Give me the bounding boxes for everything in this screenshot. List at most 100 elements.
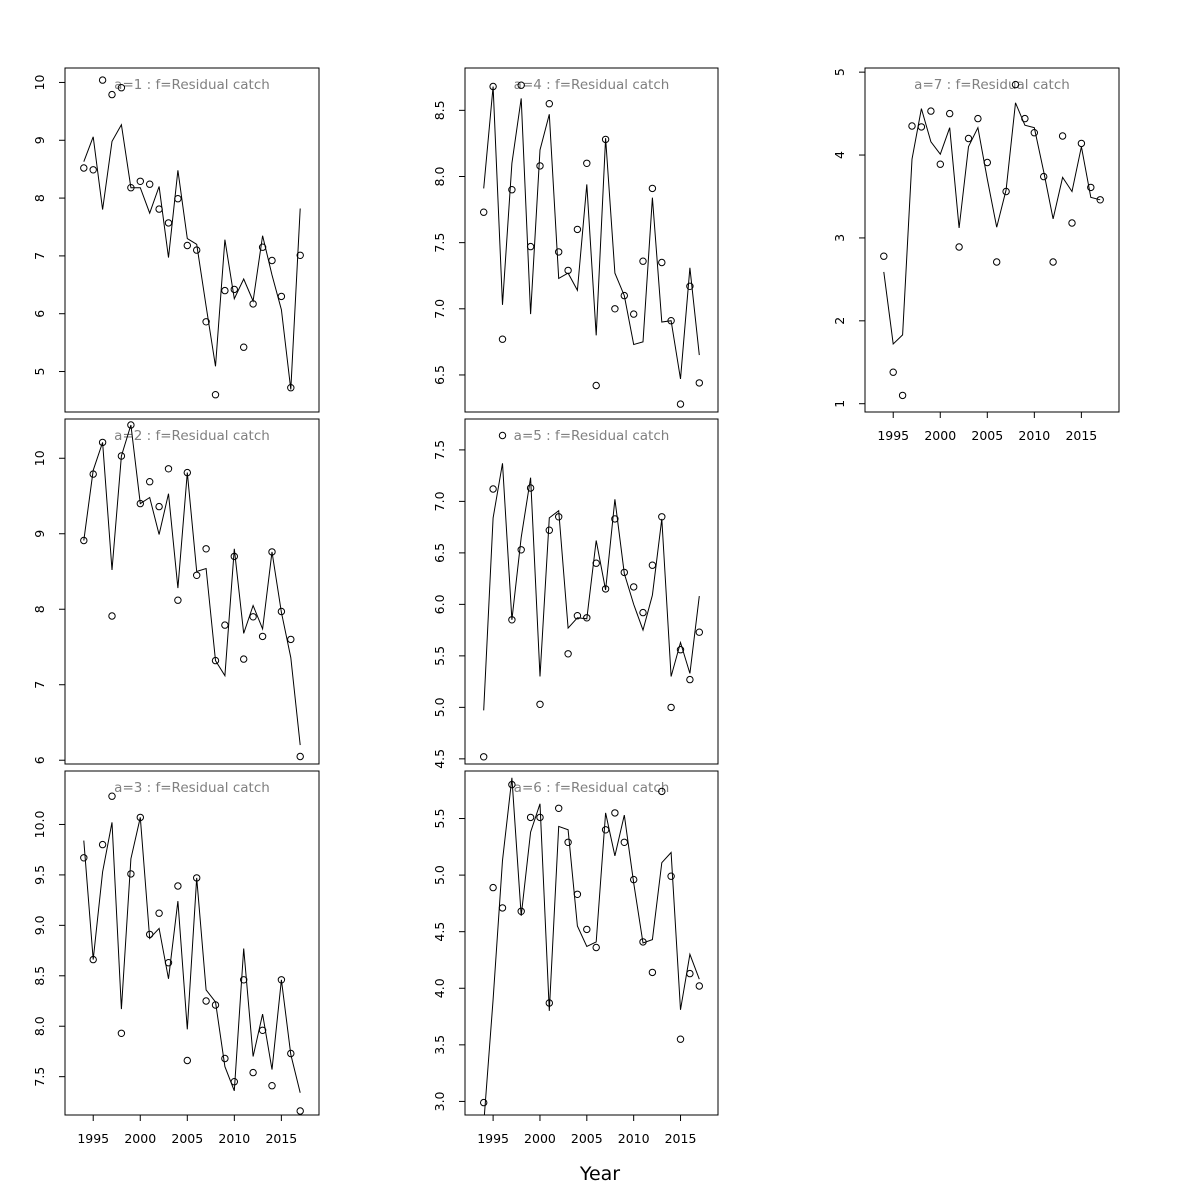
observed-point <box>164 959 173 967</box>
fitted-line <box>483 777 700 1115</box>
y-tick-label: 6 <box>32 310 47 318</box>
observed-point <box>240 655 248 663</box>
y-tick-label: 8.5 <box>432 100 447 120</box>
observed-point <box>526 484 535 492</box>
observed-point <box>658 787 666 796</box>
observed-point <box>667 703 675 712</box>
observed-point <box>676 400 685 408</box>
x-tick-label: 2000 <box>524 1131 556 1146</box>
observed-point <box>117 84 126 92</box>
y-tick-label: 10.0 <box>32 811 47 839</box>
observed-point <box>480 1098 488 1107</box>
x-tick-label: 2015 <box>265 1131 297 1146</box>
observed-point <box>564 266 572 275</box>
observed-point <box>1040 172 1048 181</box>
observed-point <box>287 635 295 644</box>
observed-point <box>98 76 107 84</box>
observed-point <box>1030 129 1039 137</box>
observed-point <box>667 317 675 325</box>
observed-point <box>545 999 553 1007</box>
y-tick-label: 3.0 <box>432 1091 447 1111</box>
observed-point <box>583 925 591 934</box>
observed-point <box>630 875 638 884</box>
y-tick-label: 5.0 <box>432 865 447 885</box>
observed-point <box>1077 139 1086 148</box>
y-tick-label: 5.5 <box>432 646 447 666</box>
y-tick-label: 10 <box>32 450 47 466</box>
x-axis-label: Year <box>579 1163 620 1185</box>
x-tick-label: 1995 <box>77 1131 109 1146</box>
observed-point <box>277 607 286 616</box>
observed-point <box>611 809 619 817</box>
observed-point <box>686 969 694 978</box>
observed-point <box>98 840 107 849</box>
panel-6: a=6 : f=Residual catch 3.0 3.5 4.0 4.5 5.0 5.5… <box>432 770 719 1146</box>
y-tick-label: 6.0 <box>432 594 447 614</box>
observed-point <box>620 838 628 846</box>
observed-point <box>555 248 563 256</box>
observed-point <box>630 310 638 318</box>
observed-point <box>630 583 638 591</box>
observed-point <box>230 1078 239 1086</box>
observed-point <box>946 109 954 118</box>
observed-point <box>658 513 666 521</box>
observed-point <box>927 107 935 115</box>
panel-title: a=5 : f=Residual catch <box>514 428 670 444</box>
observed-point <box>258 243 267 251</box>
observed-point <box>1011 80 1020 89</box>
y-tick-label: 4.5 <box>432 922 447 942</box>
panel-5: a=5 : f=Residual catch 4.5 5.0 5.5 6.0 6.5 7.0… <box>432 418 719 769</box>
observed-point <box>498 335 507 343</box>
observed-point <box>1021 114 1029 123</box>
observed-point <box>498 431 507 440</box>
observed-point <box>202 997 210 1005</box>
observed-point <box>1002 187 1010 196</box>
plot-frame <box>464 418 719 765</box>
observed-point <box>287 1049 295 1058</box>
panel-title: a=6 : f=Residual catch <box>514 780 670 796</box>
observed-point <box>695 379 703 387</box>
observed-point <box>508 616 516 624</box>
observed-point <box>89 166 97 174</box>
plot-frame <box>64 67 320 413</box>
observed-point <box>601 135 610 144</box>
observed-point <box>639 257 647 265</box>
observed-point <box>936 160 944 168</box>
x-tick-label: 2010 <box>1018 428 1050 443</box>
observed-point <box>136 813 145 822</box>
observed-point <box>249 1068 257 1077</box>
y-tick-label: 8.0 <box>32 1016 47 1036</box>
y-tick-label: 7.5 <box>432 233 447 253</box>
panel-title: a=4 : f=Residual catch <box>514 77 670 93</box>
observed-point <box>889 368 897 376</box>
panel-title: a=1 : f=Residual catch <box>114 77 270 93</box>
x-tick-label: 2010 <box>618 1131 650 1146</box>
observed-point <box>183 1056 192 1065</box>
observed-point <box>108 90 116 99</box>
observed-point <box>592 381 600 390</box>
observed-point <box>1096 196 1104 204</box>
observed-point <box>583 614 591 622</box>
observed-point <box>249 300 257 308</box>
observed-point <box>202 545 210 553</box>
observed-point <box>648 561 657 569</box>
observed-point <box>480 753 488 761</box>
panel-title: a=7 : f=Residual catch <box>914 77 1070 93</box>
plot-frame <box>64 770 320 1116</box>
observed-point <box>1049 258 1057 266</box>
panel-title: a=3 : f=Residual catch <box>114 780 270 796</box>
fitted-line <box>83 424 301 746</box>
fitted-line <box>483 463 700 711</box>
y-tick-label: 5.5 <box>432 809 447 829</box>
observed-point <box>536 700 544 708</box>
observed-point <box>146 180 154 188</box>
x-tick-label: 2010 <box>218 1131 250 1146</box>
observed-point <box>258 1026 267 1035</box>
observed-point <box>98 438 107 447</box>
panel-title: a=2 : f=Residual catch <box>114 428 270 444</box>
observed-point <box>526 813 535 822</box>
panel-3: a=3 : f=Residual catch 7.5 8.0 8.5 9.0 9.5 10.… <box>32 770 320 1146</box>
y-tick-label: 7.5 <box>32 1067 47 1087</box>
observed-point <box>508 186 516 194</box>
